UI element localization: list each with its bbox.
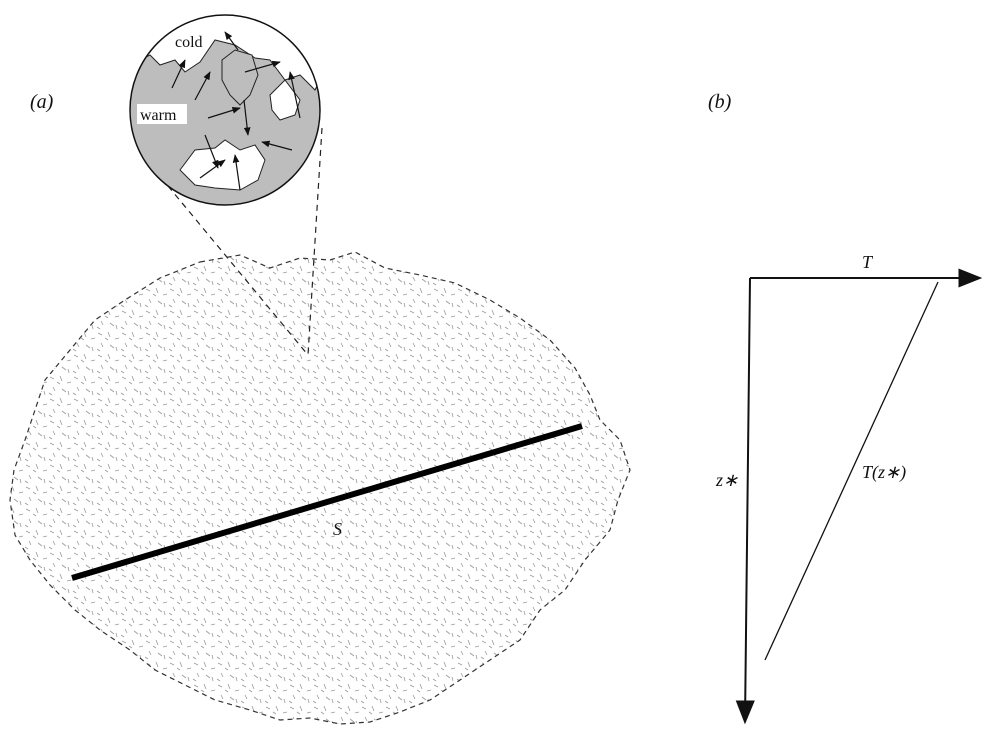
figure: (a) S cold warm (b) T z∗ T(z∗) bbox=[0, 0, 982, 731]
panel-label: (a) bbox=[30, 91, 54, 113]
cold-label: cold bbox=[175, 34, 203, 51]
x-axis-label: T bbox=[862, 252, 874, 272]
turbulent-region bbox=[10, 252, 630, 724]
warm-label: warm bbox=[140, 107, 177, 124]
line-label: S bbox=[333, 519, 342, 539]
inset: cold warm bbox=[120, 0, 330, 205]
y-axis-label: z∗ bbox=[715, 470, 738, 490]
y-axis bbox=[745, 278, 750, 722]
profile-line bbox=[765, 282, 938, 660]
panel-label: (b) bbox=[708, 91, 732, 113]
curve-label: T(z∗) bbox=[862, 462, 906, 483]
